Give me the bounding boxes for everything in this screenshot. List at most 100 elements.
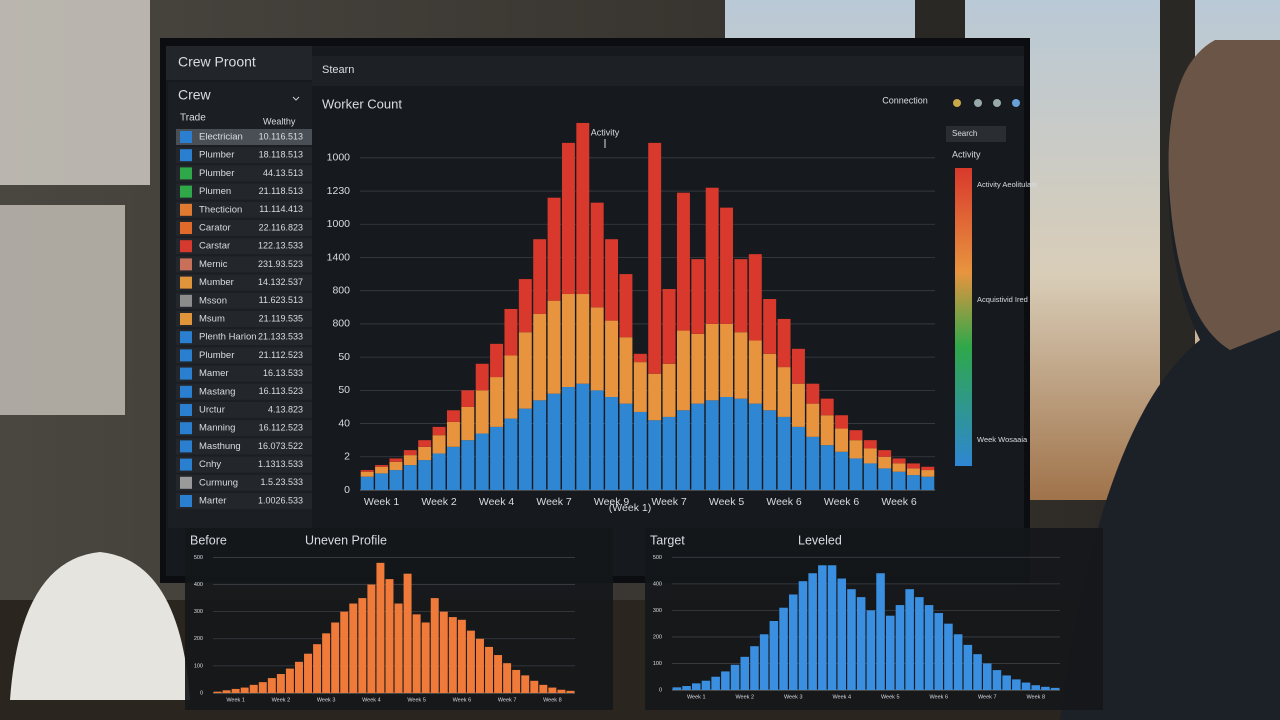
bar-segment [734, 332, 748, 399]
row[interactable] [176, 274, 312, 291]
x-tick-label: Week 7 [498, 697, 517, 703]
bar-segment [748, 254, 762, 341]
row-name: Manning [199, 423, 235, 434]
bar [412, 614, 421, 693]
row[interactable] [176, 311, 312, 327]
x-tick-label: Week 9 [594, 496, 630, 508]
row-name: Plumber [199, 168, 234, 179]
bar-segment [734, 398, 748, 490]
row[interactable] [176, 365, 312, 382]
bar [376, 562, 385, 693]
row-swatch [180, 385, 192, 398]
row[interactable] [176, 183, 312, 200]
row-swatch [180, 313, 192, 325]
row-name: Mastang [199, 386, 235, 397]
row[interactable] [176, 147, 312, 164]
legend-search[interactable]: Search [952, 129, 977, 138]
icon[interactable] [953, 99, 961, 107]
bar-segment [432, 426, 446, 436]
y-tick-label: 0 [200, 690, 203, 696]
bar-segment [906, 468, 920, 476]
x-tick-label: Week 1 [687, 694, 706, 700]
row[interactable] [176, 256, 312, 273]
bar-segment [403, 450, 417, 456]
bar-segment [806, 436, 820, 490]
row[interactable] [176, 420, 312, 437]
row[interactable] [176, 474, 312, 491]
bar-segment [691, 403, 705, 490]
bar-segment [676, 330, 690, 411]
row[interactable] [176, 201, 312, 218]
y-tick-label: 100 [194, 663, 203, 669]
bar-segment [461, 440, 475, 490]
row-name: Plumen [199, 186, 231, 197]
bar [358, 598, 367, 693]
row[interactable] [176, 292, 312, 309]
row[interactable] [176, 383, 312, 400]
bar-segment [806, 383, 820, 404]
chart-subtitle: Uneven Profile [305, 533, 387, 547]
bar [740, 656, 750, 690]
row-name: Urctur [199, 405, 225, 416]
bar-segment [633, 411, 647, 490]
bar [1031, 685, 1041, 690]
bar [691, 683, 701, 690]
y-tick-label: 500 [653, 555, 662, 561]
legend-search-box[interactable] [946, 126, 1006, 142]
row-value: 4.13.823 [268, 404, 303, 414]
bar [992, 670, 1002, 690]
blueprint [0, 205, 125, 415]
bar-segment [863, 463, 877, 490]
icon[interactable] [993, 99, 1001, 107]
chart-title: Target [650, 533, 685, 547]
chart-subtitle: Leveled [798, 533, 842, 547]
row[interactable] [176, 493, 312, 509]
column-header: Wealthy [263, 116, 296, 126]
x-tick-label: Week 1 [226, 697, 245, 703]
row[interactable] [176, 347, 312, 364]
icon[interactable] [1012, 99, 1020, 107]
row-swatch [180, 440, 192, 453]
bar-segment [432, 453, 446, 490]
search[interactable]: Stearn [322, 64, 354, 76]
app-titlebar [166, 46, 312, 80]
row[interactable] [176, 402, 312, 418]
row-swatch [180, 131, 192, 143]
dropdown[interactable] [292, 96, 300, 101]
row[interactable] [176, 129, 312, 145]
y-tick-label: 50 [338, 384, 350, 396]
bar [759, 634, 769, 690]
row[interactable] [176, 165, 312, 182]
bar-segment [777, 367, 791, 417]
row-value: 21.112.523 [259, 350, 303, 360]
bar-segment [418, 446, 432, 461]
bar-segment [878, 450, 892, 457]
bar-segment [648, 142, 662, 374]
row[interactable] [176, 329, 312, 346]
toolbar [312, 56, 1024, 86]
bar [915, 597, 924, 690]
row[interactable] [176, 238, 312, 255]
bar-segment [705, 400, 719, 490]
bar [240, 687, 249, 693]
row[interactable] [176, 220, 312, 236]
row-value: 231.93.523 [258, 259, 303, 269]
row[interactable] [176, 438, 312, 455]
bar-segment [561, 387, 575, 490]
row-value: 10.116.513 [259, 131, 303, 141]
bar-segment [820, 415, 834, 446]
person-head [1168, 40, 1280, 350]
y-tick-label: 100 [653, 661, 662, 667]
row-swatch [180, 167, 192, 180]
icon[interactable] [974, 99, 982, 107]
y-tick-label: 500 [194, 555, 203, 561]
bar-segment [375, 473, 389, 490]
x-tick-label: Week 8 [1026, 694, 1045, 700]
y-tick-label: 1230 [327, 185, 351, 197]
bar [340, 611, 349, 693]
row-value: 16.112.523 [259, 423, 303, 433]
row[interactable] [176, 456, 312, 473]
bar-segment [921, 470, 935, 477]
bar-segment [475, 363, 489, 391]
y-tick-label: 2 [344, 451, 350, 463]
